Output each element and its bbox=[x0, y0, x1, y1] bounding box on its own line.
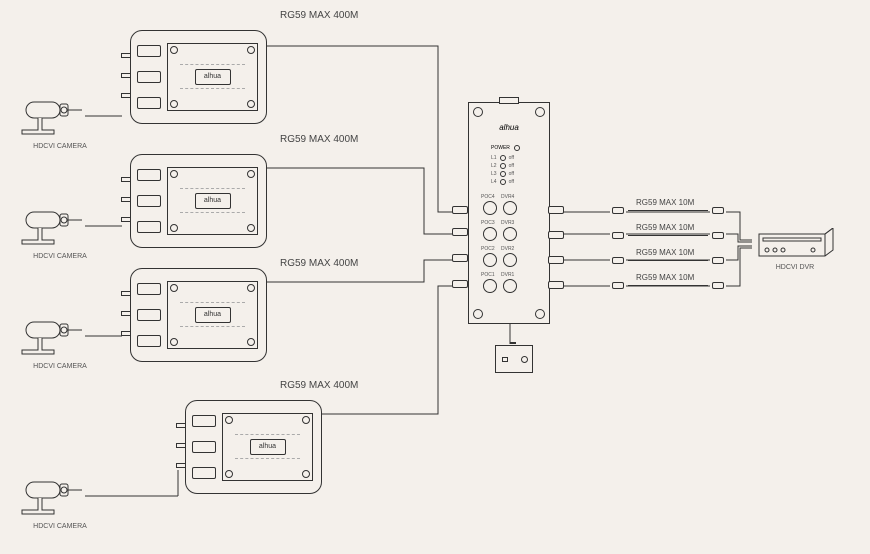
port-label: POC1 bbox=[481, 272, 495, 278]
port-label: POC3 bbox=[481, 220, 495, 226]
screw-icon bbox=[473, 107, 483, 117]
poc-extender: alhua bbox=[185, 400, 322, 494]
led-label: L4 bbox=[491, 179, 497, 185]
hdcvi-dvr: HDCVI DVR bbox=[755, 228, 829, 254]
port-label: DVR4 bbox=[501, 194, 514, 200]
bnc-connector bbox=[612, 257, 624, 264]
port-label: POC4 bbox=[481, 194, 495, 200]
bnc-connector bbox=[548, 281, 564, 289]
led-label: L2 bbox=[491, 163, 497, 169]
hdcvi-camera: HDCVI CAMERA bbox=[20, 320, 100, 370]
brand-logo: alhua bbox=[499, 123, 519, 132]
bnc-connector bbox=[612, 207, 624, 214]
poc-extender: alhua bbox=[130, 30, 267, 124]
port-label: DVR1 bbox=[501, 272, 514, 278]
brand-logo: alhua bbox=[195, 69, 231, 85]
dvr-port bbox=[503, 227, 517, 241]
cable-label: RG59 MAX 400M bbox=[280, 134, 358, 145]
poc-port bbox=[483, 279, 497, 293]
brand-logo: alhua bbox=[195, 193, 231, 209]
bnc-connector bbox=[712, 282, 724, 289]
screw-icon bbox=[473, 309, 483, 319]
cable-label: RG59 MAX 10M bbox=[636, 198, 694, 207]
brand-logo: alhua bbox=[250, 439, 286, 455]
label-underline bbox=[628, 210, 708, 211]
power-led-icon bbox=[514, 145, 520, 151]
cable-label: RG59 MAX 10M bbox=[636, 248, 694, 257]
bnc-connector bbox=[712, 232, 724, 239]
bnc-connector bbox=[548, 206, 564, 214]
poc-hub: alhua POWER L1 off L2 off L3 off L4 off POC4 DV… bbox=[468, 102, 550, 324]
screw-icon bbox=[535, 107, 545, 117]
port-label: DVR3 bbox=[501, 220, 514, 226]
hdcvi-camera: HDCVI CAMERA bbox=[20, 100, 100, 150]
camera-label: HDCVI CAMERA bbox=[20, 363, 100, 370]
led-off-label: off bbox=[509, 171, 514, 177]
label-underline bbox=[628, 285, 708, 286]
camera-label: HDCVI CAMERA bbox=[20, 143, 100, 150]
hdcvi-camera: HDCVI CAMERA bbox=[20, 210, 100, 260]
power-supply bbox=[495, 345, 533, 373]
cable-label: RG59 MAX 10M bbox=[636, 223, 694, 232]
led-icon bbox=[500, 163, 506, 169]
led-off-label: off bbox=[509, 179, 514, 185]
top-connector bbox=[499, 97, 519, 104]
led-off-label: off bbox=[509, 155, 514, 161]
screw-icon bbox=[535, 309, 545, 319]
bnc-connector bbox=[712, 207, 724, 214]
led-label: L3 bbox=[491, 171, 497, 177]
cable-label: RG59 MAX 10M bbox=[636, 273, 694, 282]
port-label: DVR2 bbox=[501, 246, 514, 252]
dvr-port bbox=[503, 279, 517, 293]
camera-label: HDCVI CAMERA bbox=[20, 523, 100, 530]
led-label: L1 bbox=[491, 155, 497, 161]
cable-label: RG59 MAX 400M bbox=[280, 380, 358, 391]
hdcvi-camera: HDCVI CAMERA bbox=[20, 480, 100, 530]
dvr-label: HDCVI DVR bbox=[765, 264, 825, 271]
poc-extender: alhua bbox=[130, 268, 267, 362]
led-icon bbox=[500, 155, 506, 161]
led-icon bbox=[500, 171, 506, 177]
brand-logo: alhua bbox=[195, 307, 231, 323]
poc-port bbox=[483, 201, 497, 215]
bnc-connector bbox=[452, 254, 468, 262]
led-off-label: off bbox=[509, 163, 514, 169]
bnc-connector bbox=[612, 282, 624, 289]
bnc-connector bbox=[548, 256, 564, 264]
dvr-port bbox=[503, 253, 517, 267]
cable-label: RG59 MAX 400M bbox=[280, 258, 358, 269]
camera-label: HDCVI CAMERA bbox=[20, 253, 100, 260]
bnc-connector bbox=[452, 228, 468, 236]
bnc-connector bbox=[612, 232, 624, 239]
bnc-connector bbox=[548, 231, 564, 239]
power-label: POWER bbox=[491, 145, 510, 151]
bnc-connector bbox=[452, 280, 468, 288]
dvr-port bbox=[503, 201, 517, 215]
bnc-connector bbox=[452, 206, 468, 214]
poc-port bbox=[483, 253, 497, 267]
label-underline bbox=[628, 260, 708, 261]
led-icon bbox=[500, 179, 506, 185]
label-underline bbox=[628, 235, 708, 236]
poc-extender: alhua bbox=[130, 154, 267, 248]
poc-port bbox=[483, 227, 497, 241]
bnc-connector bbox=[712, 257, 724, 264]
cable-label: RG59 MAX 400M bbox=[280, 10, 358, 21]
port-label: POC2 bbox=[481, 246, 495, 252]
